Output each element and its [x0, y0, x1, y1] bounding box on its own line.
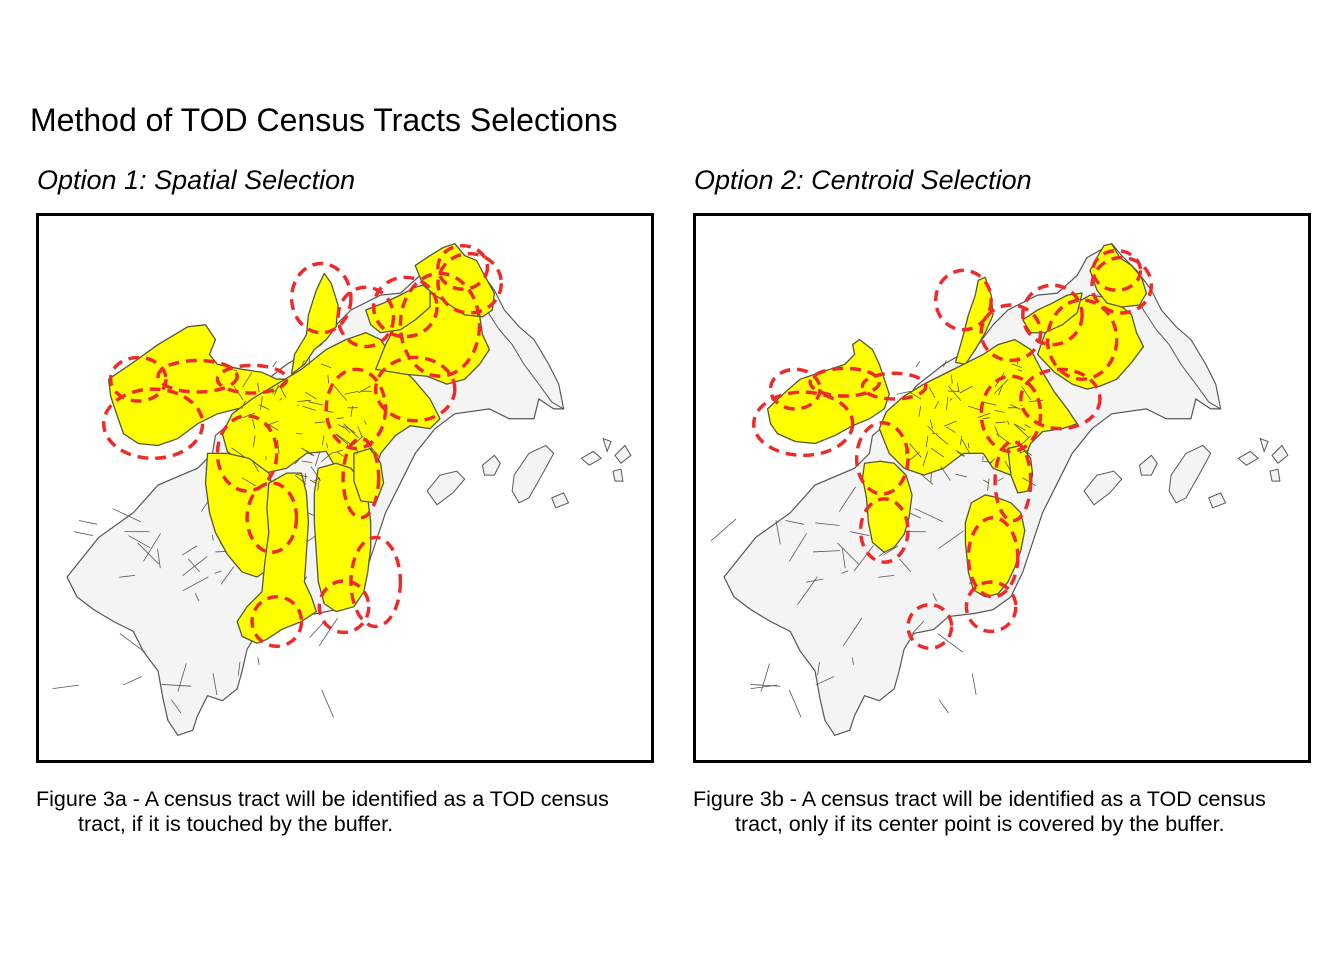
caption-figure-3b-line2: tract, only if its center point is cover… — [735, 812, 1225, 836]
island-tract — [1259, 437, 1269, 453]
caption-figure-3a-line1: Figure 3a - A census tract will be ident… — [36, 787, 609, 811]
caption-figure-3a: Figure 3a - A census tract will be ident… — [36, 787, 656, 837]
tract-boundaries-selected — [896, 357, 1043, 491]
island-tract — [1083, 470, 1123, 506]
station-buffer — [964, 580, 1018, 634]
station-buffer — [808, 366, 882, 398]
island-tract — [1208, 492, 1227, 509]
island-tract — [511, 444, 555, 504]
station-buffer — [436, 251, 504, 315]
map-panel-centroid-selection — [693, 213, 1311, 763]
map-layers — [710, 242, 1289, 736]
selected-tod-tract — [878, 338, 1078, 476]
station-buffer — [1019, 367, 1102, 431]
station-buffer — [966, 515, 1020, 599]
island-tract — [551, 492, 570, 509]
panel-a-title: Option 1: Spatial Selection — [37, 165, 356, 195]
station-buffer — [934, 268, 993, 332]
station-buffer — [979, 374, 1043, 454]
selected-tod-tract — [290, 272, 339, 375]
station-buffer — [398, 271, 482, 378]
station-buffer — [289, 261, 353, 335]
station-buffer — [436, 243, 490, 291]
station-buffer — [906, 602, 954, 650]
tract-boundaries-selected — [231, 357, 381, 491]
island-tract — [1271, 444, 1289, 464]
island-tract — [426, 470, 466, 506]
station-buffer — [324, 367, 388, 451]
station-buffer — [371, 275, 439, 339]
station-buffer — [250, 595, 304, 648]
selected-tod-tract — [365, 282, 431, 334]
station-buffer — [752, 390, 855, 458]
station-buffer — [317, 579, 371, 635]
map-spatial-selection-svg — [52, 242, 632, 736]
island-tract — [1269, 468, 1281, 482]
station-buffer — [1090, 255, 1154, 315]
station-buffer — [768, 367, 822, 411]
island-tract — [612, 468, 624, 482]
island-tract — [481, 454, 501, 476]
caption-figure-3b: Figure 3b - A census tract will be ident… — [693, 787, 1313, 837]
selected-tod-tract — [964, 494, 1026, 598]
station-buffer — [1045, 298, 1119, 381]
station-buffer — [336, 285, 396, 349]
station-buffer — [373, 355, 457, 423]
island-tract — [614, 444, 632, 464]
island-tract — [1168, 444, 1212, 504]
island-tract — [602, 437, 612, 453]
map-panel-spatial-selection — [36, 213, 654, 763]
station-buffer — [245, 481, 299, 555]
station-buffer — [108, 355, 168, 403]
station-buffer — [993, 439, 1033, 523]
station-buffer — [1021, 283, 1084, 347]
station-buffer — [215, 363, 289, 395]
island-tract — [1138, 454, 1158, 476]
station-buffer — [979, 303, 1043, 363]
selected-tod-tract — [1089, 243, 1148, 308]
island-tract — [1237, 450, 1260, 466]
station-buffer — [854, 420, 910, 496]
station-buffer — [156, 358, 239, 394]
map-layers — [52, 242, 632, 736]
station-buffer — [341, 436, 381, 520]
map-centroid-selection-svg — [710, 242, 1289, 736]
caption-figure-3a-line2: tract, if it is touched by the buffer. — [78, 812, 394, 836]
island-tract — [580, 450, 603, 466]
page-title: Method of TOD Census Tracts Selections — [30, 102, 618, 138]
caption-figure-3b-line1: Figure 3b - A census tract will be ident… — [693, 787, 1266, 811]
station-buffer — [860, 371, 928, 401]
panel-b-title: Option 2: Centroid Selection — [694, 165, 1032, 195]
